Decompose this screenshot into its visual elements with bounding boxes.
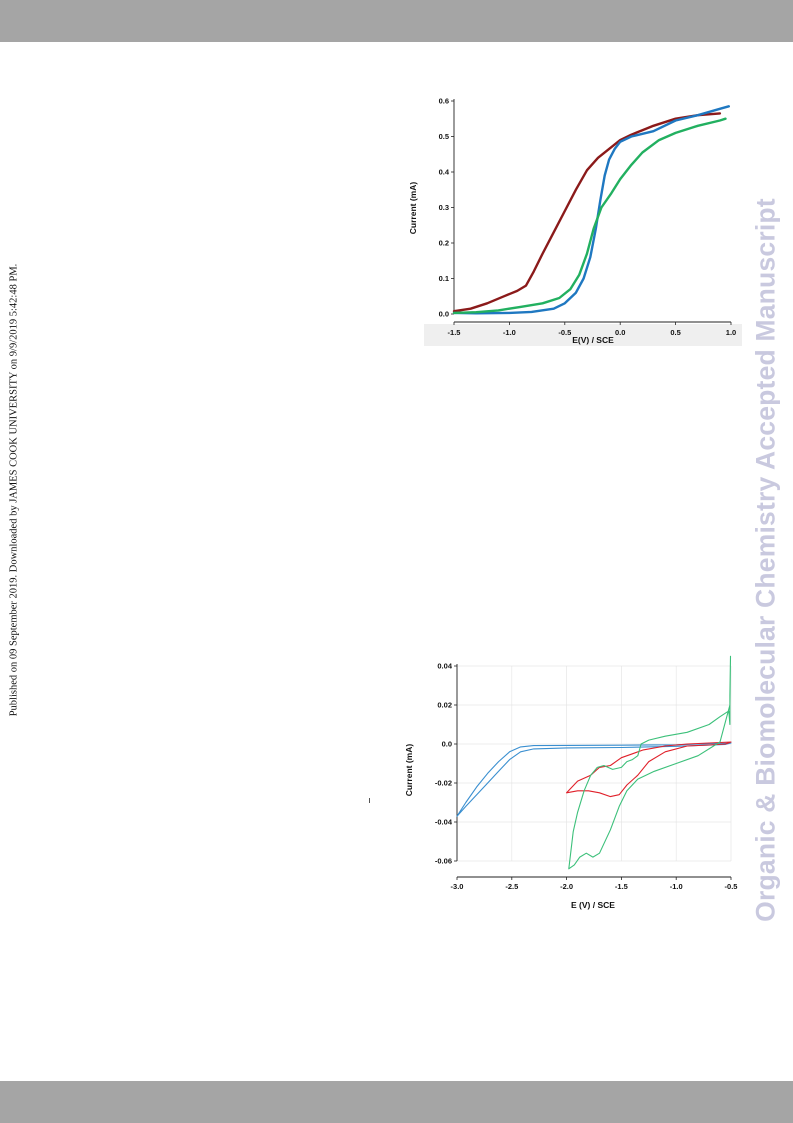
journal-watermark-text: Organic & Biomolecular Chemistry Accepte… bbox=[750, 198, 781, 922]
c2-y-tick-label: 0.04 bbox=[437, 662, 452, 671]
c1-y-tick-label: 0.3 bbox=[439, 203, 449, 212]
c1-series-3-line bbox=[452, 117, 727, 315]
chart-1-axis-band bbox=[424, 324, 742, 346]
c1-y-tick-label: 0.4 bbox=[439, 168, 450, 177]
download-notice-text: Published on 09 September 2019. Download… bbox=[8, 263, 20, 717]
chart-1-y-axis-label: Current (mA) bbox=[408, 182, 418, 235]
c2-x-tick-label: -2.0 bbox=[560, 882, 573, 891]
header-band bbox=[0, 0, 793, 42]
c1-x-tick-label: 1.0 bbox=[726, 328, 736, 337]
c2-y-tick-label: -0.06 bbox=[435, 857, 452, 866]
c1-y-tick-label: 0.1 bbox=[439, 274, 449, 283]
c2-y-tick-label: -0.02 bbox=[435, 779, 452, 788]
stray-mark bbox=[369, 798, 370, 803]
c2-series-2-line bbox=[566, 741, 732, 798]
c2-x-tick-label: -1.0 bbox=[670, 882, 683, 891]
c2-x-tick-label: -1.5 bbox=[615, 882, 628, 891]
c1-x-tick-label: -1.0 bbox=[503, 328, 516, 337]
chart-2: -3.0 -2.5 -2.0 -1.5 -1.0 -0.5 0.04 0.02 0.0 -0.02… bbox=[400, 654, 745, 922]
chart-1-x-axis-label: E(V) / SCE bbox=[572, 335, 614, 345]
c1-x-tick-label: 0.5 bbox=[670, 328, 680, 337]
c2-y-tick-label: -0.04 bbox=[435, 818, 453, 827]
footer-band bbox=[0, 1081, 793, 1123]
chart-1-background bbox=[404, 93, 744, 349]
chart-2-y-axis-label: Current (mA) bbox=[404, 744, 414, 797]
c2-y-tick-label: 0.0 bbox=[442, 740, 452, 749]
c2-x-tick-label: -3.0 bbox=[451, 882, 464, 891]
chart-2-x-axis-label: E (V) / SCE bbox=[571, 900, 615, 910]
c1-y-tick-label: 0.6 bbox=[439, 97, 449, 106]
c2-y-tick-label: 0.02 bbox=[437, 701, 452, 710]
c1-series-1-line bbox=[452, 112, 722, 313]
c1-y-tick-label: 0.2 bbox=[439, 239, 449, 248]
c1-y-tick-label: 0.0 bbox=[439, 310, 449, 319]
c1-x-tick-label: -0.5 bbox=[558, 328, 571, 337]
c2-series-3-line bbox=[568, 655, 732, 870]
c1-y-tick-label: 0.5 bbox=[439, 132, 449, 141]
c2-series-1-line bbox=[456, 742, 732, 817]
c1-x-tick-label: 0.0 bbox=[615, 328, 625, 337]
c1-series-2-line bbox=[452, 105, 730, 315]
chart-1: -1.5 -1.0 -0.5 0.0 0.5 1.0 0.0 0.1 0.2 0.3 0.4 0.5 0… bbox=[404, 93, 744, 349]
c2-x-tick-label: -2.5 bbox=[505, 882, 518, 891]
c1-x-tick-label: -1.5 bbox=[448, 328, 461, 337]
c2-x-tick-label: -0.5 bbox=[725, 882, 738, 891]
